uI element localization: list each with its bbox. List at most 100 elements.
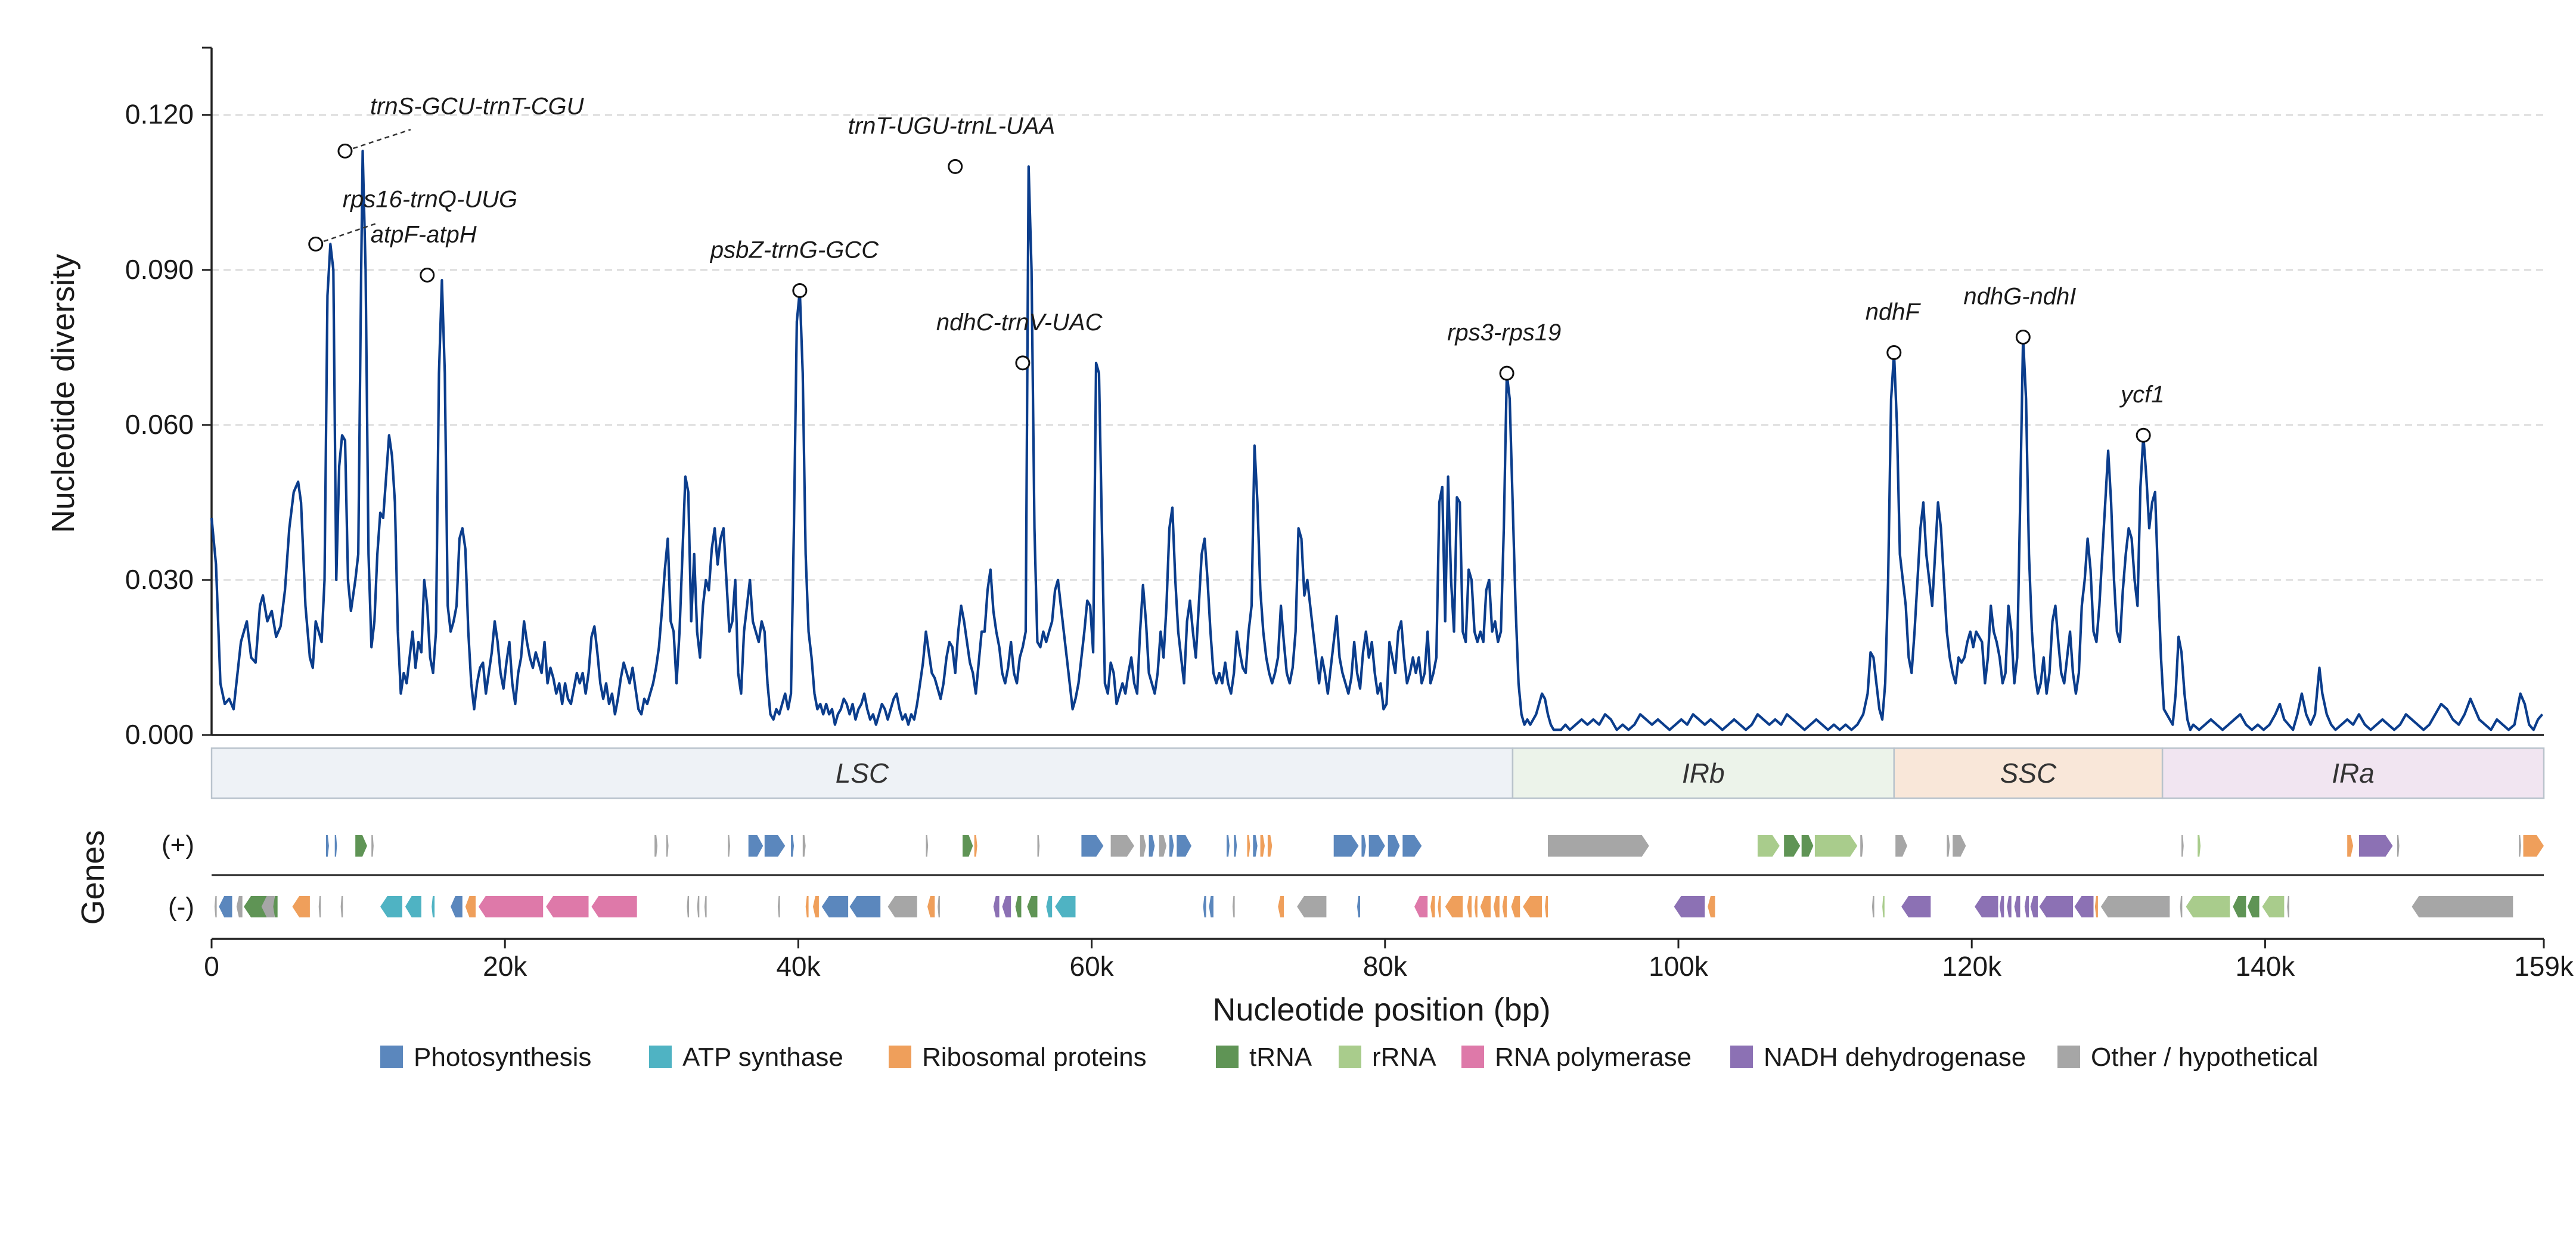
gene-feature (1081, 835, 1104, 857)
gene-feature (1227, 835, 1230, 857)
gene-feature (687, 896, 690, 917)
peak-leader-line (344, 129, 411, 152)
gene-feature (1801, 835, 1814, 857)
peak-label: trnT-UGU-trnL-UAA (848, 113, 1055, 139)
legend-swatch (1730, 1046, 1753, 1068)
gene-feature (2030, 896, 2038, 917)
gene-feature (748, 835, 764, 857)
peak-marker (420, 267, 435, 283)
region-label: LSC (836, 758, 889, 789)
gene-feature (2358, 835, 2393, 857)
y-axis: 0.000 0.030 0.060 0.090 0.120 (125, 46, 2544, 750)
gene-feature (1055, 896, 1076, 917)
gene-feature (1232, 896, 1235, 917)
legend-label: Other / hypothetical (2091, 1043, 2319, 1072)
peak-marker (337, 143, 353, 159)
x-tick-label: 60k (1070, 951, 1115, 982)
peak-label: atpF-atpH (371, 221, 477, 247)
genes-track-title: Genes (75, 830, 111, 925)
peak-label: rps16-trnQ-UUG (343, 186, 517, 212)
x-axis-title: Nucleotide position (bp) (1212, 992, 1550, 1028)
gene-feature (1140, 835, 1146, 857)
gene-feature (2523, 835, 2544, 857)
region-block (210, 747, 1514, 799)
gene-feature (546, 896, 589, 917)
gene-feature (1357, 896, 1360, 917)
gene-feature (1037, 835, 1040, 857)
peak-marker (948, 159, 963, 174)
gene-feature (821, 896, 849, 917)
legend-label: Photosynthesis (414, 1043, 591, 1072)
legend-label: rRNA (1372, 1043, 1436, 1072)
gene-feature (926, 835, 929, 857)
x-tick-label: 100k (1649, 951, 1709, 982)
gene-feature (2397, 835, 2400, 857)
gene-feature (2181, 835, 2184, 857)
gene-feature (1445, 896, 1463, 917)
legend-swatch (2057, 1046, 2080, 1068)
minus-strand-label: (-) (168, 892, 194, 922)
gene-feature (1015, 896, 1022, 917)
y-tick-label: 0.060 (125, 409, 194, 440)
gene-feature (849, 896, 881, 917)
x-tick-label: 159k (2514, 951, 2574, 982)
legend-swatch (1339, 1046, 1361, 1068)
gene-feature (704, 896, 707, 917)
gene-feature (1110, 835, 1134, 857)
gene-category-legend: Photosynthesis ATP synthase Ribosomal prot… (380, 1043, 2319, 1072)
peak-label: rps3-rps19 (1447, 320, 1561, 346)
gene-feature (1046, 896, 1053, 917)
gene-feature (1545, 896, 1548, 917)
gene-feature (2000, 896, 2004, 917)
gene-feature (1361, 835, 1366, 857)
gene-feature (927, 896, 935, 917)
legend-label: tRNA (1249, 1043, 1312, 1072)
x-tick-label: 120k (1942, 951, 2002, 982)
gene-feature (1297, 896, 1327, 917)
gene-feature (1814, 835, 1858, 857)
gene-feature (791, 835, 794, 857)
x-tick-label: 40k (776, 951, 821, 982)
gene-feature (591, 896, 637, 917)
gene-feature (777, 896, 780, 917)
gene-feature (355, 835, 367, 857)
legend-swatch (649, 1046, 672, 1068)
gene-feature (1430, 896, 1435, 917)
gene-feature (1502, 896, 1507, 917)
gene-feature (1203, 896, 1206, 917)
gene-feature (1901, 896, 1931, 917)
gene-feature (1414, 896, 1428, 917)
gene-feature (478, 896, 544, 917)
legend-swatch (380, 1046, 403, 1068)
peak-marker (792, 283, 808, 298)
gene-feature (244, 896, 268, 917)
gene-feature (1474, 896, 1478, 917)
gene-feature (380, 896, 402, 917)
gene-feature (2287, 896, 2289, 917)
gene-feature (1267, 835, 1273, 857)
gene-feature (2186, 896, 2230, 917)
legend-swatch (1461, 1046, 1484, 1068)
legend-label: Ribosomal proteins (922, 1043, 1147, 1072)
peak-label: ycf1 (2119, 382, 2164, 408)
gene-feature (1860, 835, 1864, 857)
peak-label: ndhG-ndhI (1963, 283, 2076, 309)
gene-feature (2100, 896, 2170, 917)
gene-feature (236, 896, 243, 917)
gene-feature (1438, 896, 1441, 917)
gene-feature (974, 835, 977, 857)
gene-feature (432, 896, 435, 917)
gene-feature (2180, 896, 2183, 917)
legend-label: RNA polymerase (1495, 1043, 1692, 1072)
gene-feature (1882, 896, 1885, 917)
x-tick-label: 140k (2236, 951, 2296, 982)
gene-feature (371, 835, 374, 857)
gene-feature (2347, 835, 2354, 857)
gene-feature (764, 835, 786, 857)
peak-marker (2136, 427, 2151, 443)
gene-feature (2262, 896, 2285, 917)
gene-feature (993, 896, 1000, 917)
gene-feature (802, 835, 806, 857)
gene-feature (1493, 896, 1500, 917)
